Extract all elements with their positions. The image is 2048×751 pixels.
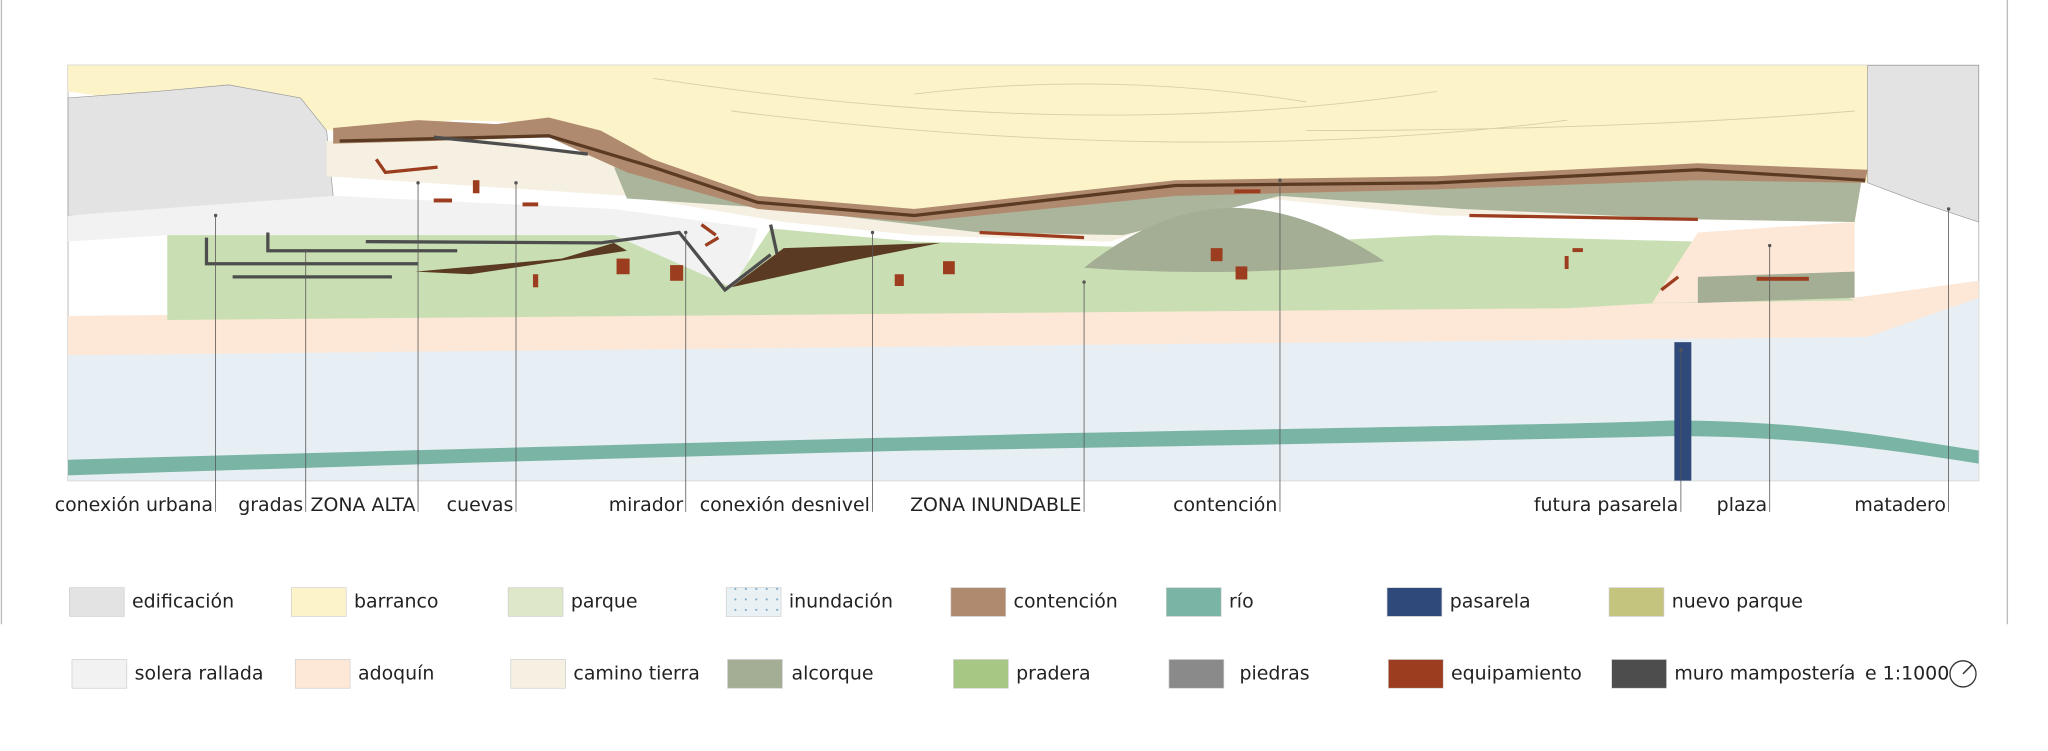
legend-swatch xyxy=(294,659,351,689)
leader-dot xyxy=(870,230,875,235)
leader-dot xyxy=(1679,348,1683,352)
map-label: ZONA INUNDABLE xyxy=(910,494,1081,516)
map-label: matadero xyxy=(1854,494,1946,516)
legend-swatch xyxy=(291,587,347,617)
legend-swatch xyxy=(1611,659,1667,689)
leader-dot xyxy=(1767,243,1772,248)
map xyxy=(67,64,1980,482)
leader-dot xyxy=(1082,280,1086,284)
legend-swatch xyxy=(1388,659,1444,689)
legend-label: pasarela xyxy=(1450,591,1531,613)
leader-dot xyxy=(416,181,420,185)
legend-label: inundación xyxy=(789,591,893,613)
legend-label: parque xyxy=(571,591,638,613)
legend-label: pradera xyxy=(1016,662,1090,684)
map-label: ZONA ALTA xyxy=(311,494,416,516)
leader-dot xyxy=(1946,207,1951,211)
legend-swatch xyxy=(1168,659,1225,689)
map-label: conexión desnivel xyxy=(700,494,870,516)
legend-swatch xyxy=(950,587,1007,617)
leader-dot xyxy=(1278,178,1282,182)
map-label: mirador xyxy=(609,494,684,516)
legend-swatch xyxy=(727,659,783,689)
map-label: cuevas xyxy=(447,494,514,516)
legend-swatch xyxy=(1608,587,1665,617)
legend-label: solera rallada xyxy=(135,662,264,684)
legend-label: adoquín xyxy=(358,662,434,684)
north-arrow-needle xyxy=(1962,664,1973,675)
legend-swatch xyxy=(71,659,128,689)
leader-dot xyxy=(304,249,308,253)
legend-swatch xyxy=(1386,587,1443,617)
legend-label: equipamiento xyxy=(1451,662,1582,684)
legend-label: barranco xyxy=(354,591,438,613)
north-arrow xyxy=(1949,660,1977,688)
legend-swatch xyxy=(69,587,125,617)
legend-label: camino tierra xyxy=(573,662,699,684)
map-label: futura pasarela xyxy=(1534,494,1678,516)
legend-swatch xyxy=(510,659,566,689)
legend-swatch xyxy=(953,659,1009,689)
map-label: conexión urbana xyxy=(55,494,213,516)
legend-label: contención xyxy=(1014,591,1118,613)
legend-swatch-pattern xyxy=(726,587,782,617)
legend-label: muro mampostería xyxy=(1674,662,1855,684)
legend-label: río xyxy=(1229,591,1254,613)
legend-label: edificación xyxy=(132,591,234,613)
legend-label: alcorque xyxy=(792,662,874,684)
legend-swatch xyxy=(1166,587,1222,617)
scale-label: e 1:1000 xyxy=(1865,662,1949,684)
map-label: gradas xyxy=(238,494,303,516)
legend-swatch xyxy=(507,587,564,617)
map-label: contención xyxy=(1173,494,1277,516)
leader-dot xyxy=(514,181,518,185)
legend-label: nuevo parque xyxy=(1672,591,1803,613)
legend-label: piedras xyxy=(1239,662,1309,684)
leader-dot xyxy=(684,230,688,235)
map-label: plaza xyxy=(1717,494,1767,516)
leader-dot xyxy=(213,213,218,218)
